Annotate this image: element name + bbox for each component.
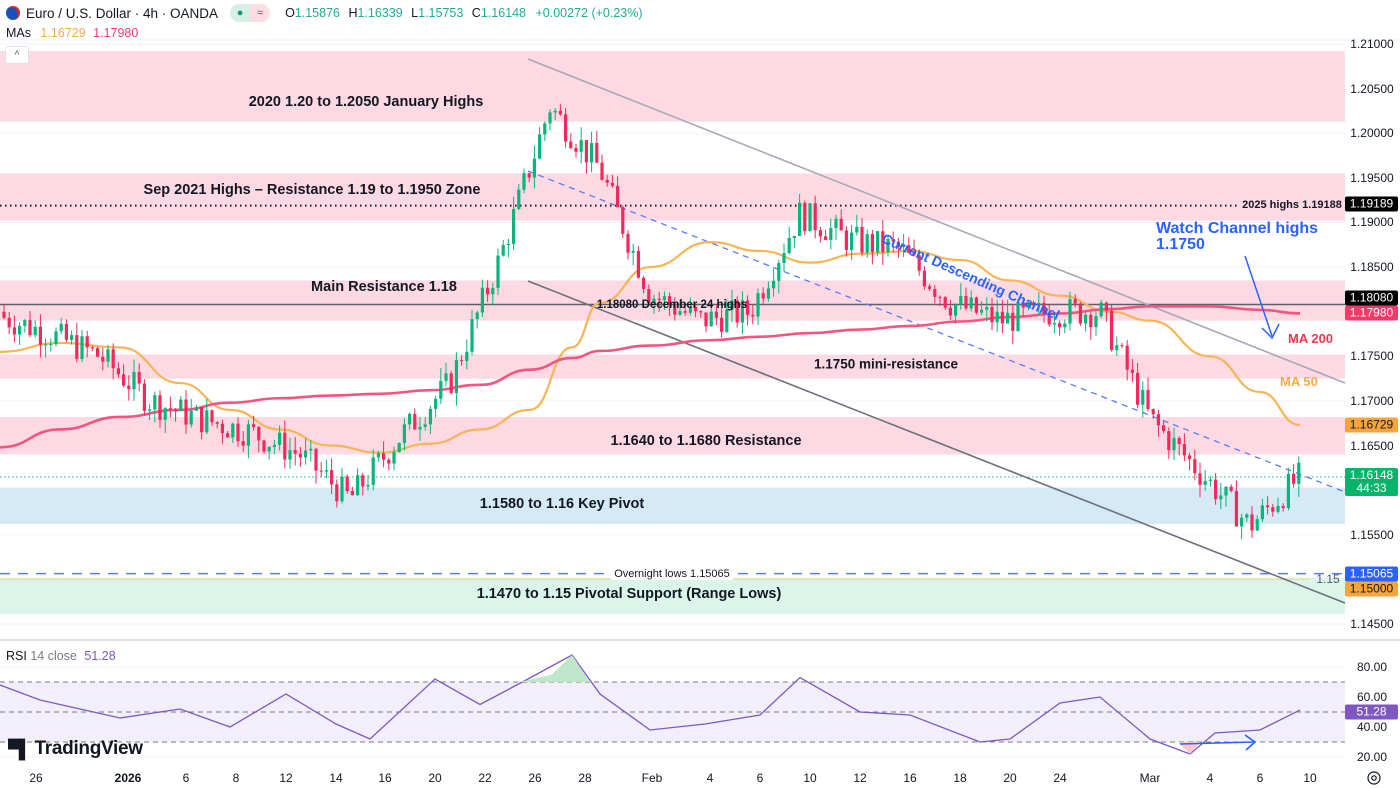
market-open-dot-icon: ●: [230, 4, 251, 22]
ma50-label: MA 50: [1280, 374, 1318, 389]
close-value: 1.16148: [480, 6, 527, 20]
time-tick: 6: [1256, 771, 1264, 785]
tradingview-logo-icon: ▀▌: [8, 738, 31, 759]
watch-line-1: Watch Channel highs: [1156, 220, 1319, 237]
price-tick: 1.21000: [1350, 37, 1394, 51]
settings-gear-icon[interactable]: [1366, 770, 1382, 786]
tag-rsi-value: 51.28: [1345, 704, 1398, 720]
time-tick: 24: [1053, 771, 1067, 785]
time-tick: 2026: [114, 771, 142, 785]
rsi-tick-80: 80.00: [1356, 660, 1388, 674]
watch-channel-highs-label: Watch Channel highs 1.1750: [1156, 221, 1318, 253]
time-tick: 12: [279, 771, 293, 785]
time-tick: 14: [329, 771, 343, 785]
tag-level-115: 1.15000: [1345, 581, 1398, 597]
zone-label-1640-resistance: 1.1640 to 1.1680 Resistance: [610, 433, 802, 449]
ma200-label: MA 200: [1288, 331, 1334, 346]
rsi-legend[interactable]: RSI 14 close 51.28: [6, 649, 116, 663]
price-tick: 1.20000: [1350, 126, 1394, 141]
ohlc-values: O1.15876 H1.16339 L1.15753 C1.16148 +0.0…: [280, 6, 642, 20]
time-tick: 26: [29, 771, 43, 785]
time-tick: 20: [1003, 771, 1017, 785]
overnight-lows-label: Overnight lows 1.15065: [611, 568, 733, 580]
high-label: H: [348, 6, 358, 20]
rsi-tick-60: 60.00: [1356, 690, 1388, 704]
symbol-title[interactable]: Euro / U.S. Dollar · 4h · OANDA: [26, 5, 219, 21]
price-tick: 1.17500: [1350, 349, 1394, 364]
mas-label: MAs: [6, 26, 31, 40]
tag-dec24-high: 1.18080: [1345, 290, 1398, 306]
price-tick: 1.14500: [1350, 616, 1394, 631]
tag-ma200: 1.17980: [1345, 305, 1398, 321]
time-tick: 20: [428, 771, 442, 785]
rsi-tick-40: 40.00: [1356, 720, 1388, 734]
rsi-name: RSI: [6, 649, 27, 663]
time-tick: 6: [182, 771, 190, 785]
price-tick: 1.19500: [1350, 170, 1394, 185]
price-tick: 1.18500: [1350, 260, 1394, 275]
zone-label-mini-resistance: 1.1750 mini-resistance: [813, 356, 959, 372]
time-tick: Feb: [641, 771, 663, 785]
ma200-value: 1.17980: [93, 26, 139, 40]
rsi-params: 14 close: [30, 649, 77, 663]
change-value: +0.00272 (+0.23%): [535, 6, 643, 20]
last-price: 1.16148: [1349, 468, 1394, 482]
time-tick: 10: [1303, 771, 1317, 785]
time-tick: 12: [853, 771, 867, 785]
collapse-legend-button[interactable]: ^: [5, 46, 29, 64]
eur-usd-flag-icon: [6, 6, 20, 20]
tag-ma50: 1.16729: [1345, 417, 1398, 433]
price-tick: 1.17000: [1350, 393, 1394, 408]
logo-text: TradingView: [34, 738, 144, 759]
high-value: 1.16339: [357, 6, 403, 20]
highs-2025-label: 2025 highs 1.19188: [1240, 199, 1344, 211]
time-tick: 4: [706, 771, 714, 785]
wave-icon: ≈: [250, 4, 271, 22]
symbol-legend: Euro / U.S. Dollar · 4h · OANDA ● ≈ O1.1…: [6, 4, 643, 22]
tag-overnight-low: 1.15065: [1345, 566, 1398, 582]
tag-2025-highs: 1.19189: [1345, 196, 1398, 212]
bar-countdown: 44:33: [1356, 481, 1387, 495]
time-tick: 18: [953, 771, 967, 785]
close-label: C: [471, 6, 481, 20]
tag-last-price: 1.16148 44:33: [1345, 468, 1398, 496]
time-tick: 10: [803, 771, 817, 785]
ma50-value: 1.16729: [40, 26, 86, 40]
time-tick: 6: [756, 771, 764, 785]
watch-line-2: 1.1750: [1156, 236, 1205, 253]
open-label: O: [285, 6, 295, 20]
time-tick: 26: [528, 771, 542, 785]
dec24-highs-label: 1.18080 December 24 highs: [596, 299, 748, 311]
zone-label-2020-highs: 2020 1.20 to 1.2050 January Highs: [248, 94, 484, 110]
rsi-tick-20: 20.00: [1356, 750, 1388, 764]
zone-label-key-pivot: 1.1580 to 1.16 Key Pivot: [479, 496, 645, 512]
tradingview-logo[interactable]: ▀▌ TradingView: [8, 738, 143, 760]
status-pill[interactable]: ● ≈: [230, 4, 271, 22]
price-tick: 1.15500: [1350, 527, 1394, 542]
zone-label-main-resistance: Main Resistance 1.18: [311, 279, 457, 295]
low-label: L: [411, 6, 419, 20]
time-tick: 8: [232, 771, 240, 785]
time-tick: 16: [378, 771, 392, 785]
zone-label-pivotal-support: 1.1470 to 1.15 Pivotal Support (Range Lo…: [476, 586, 782, 602]
chevron-up-icon: ^: [14, 49, 20, 61]
price-tick: 1.20500: [1350, 81, 1394, 96]
level-115-label: 1.15: [1316, 572, 1340, 586]
open-value: 1.15876: [294, 6, 340, 20]
time-tick: 4: [1206, 771, 1214, 785]
rsi-value: 51.28: [84, 649, 116, 663]
price-tick: 1.16500: [1350, 438, 1394, 453]
time-tick: 28: [578, 771, 592, 785]
low-value: 1.15753: [418, 6, 464, 20]
ma-legend[interactable]: MAs 1.16729 1.17980: [6, 26, 138, 40]
price-tick: 1.19000: [1350, 215, 1394, 230]
time-tick: 22: [478, 771, 492, 785]
time-tick: 16: [903, 771, 917, 785]
time-tick: Mar: [1139, 771, 1161, 785]
zone-label-sep2021: Sep 2021 Highs – Resistance 1.19 to 1.19…: [143, 182, 481, 198]
